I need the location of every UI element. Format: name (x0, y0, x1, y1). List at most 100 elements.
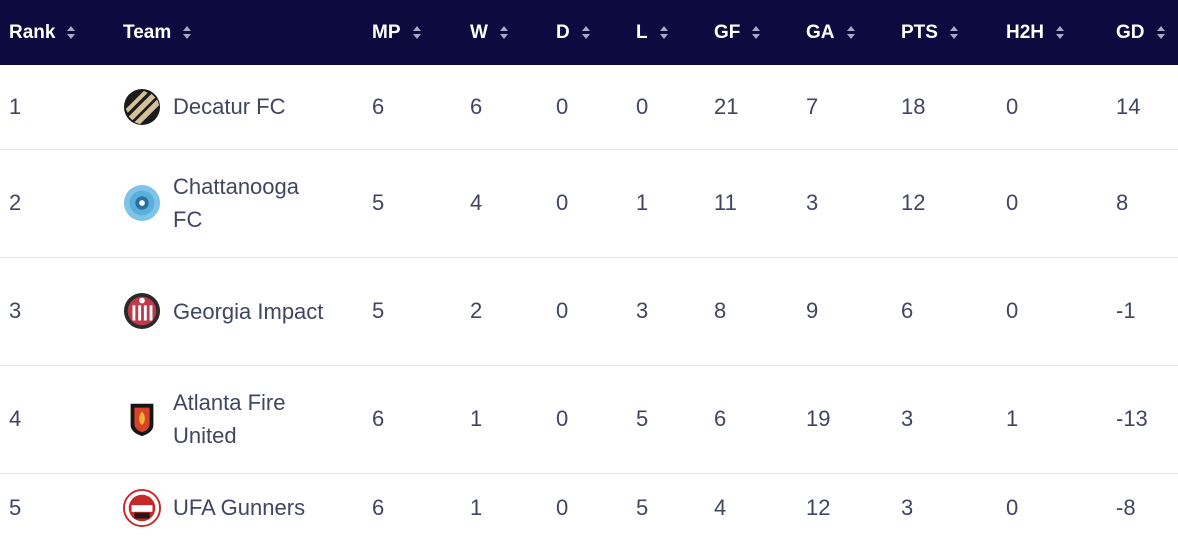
pts-cell: 3 (901, 406, 914, 431)
ufa-gunners-logo (123, 488, 161, 527)
sort-icon[interactable] (183, 26, 192, 39)
header-label: MP (372, 21, 401, 43)
rank-cell: 2 (9, 190, 22, 215)
table-row: 4 Atlanta Fire United 6 1 0 5 6 19 3 1 -… (0, 365, 1178, 473)
ga-cell: 3 (806, 190, 819, 215)
sort-icon[interactable] (499, 26, 508, 39)
sort-icon[interactable] (1156, 26, 1165, 39)
rank-cell: 1 (9, 93, 22, 119)
rank-cell: 5 (9, 494, 22, 520)
header-label: D (556, 21, 570, 43)
table-row: 2 Chattanooga FC 5 4 0 1 11 3 12 0 8 (0, 149, 1178, 257)
header-label: GF (714, 21, 741, 43)
gd-cell: 8 (1116, 190, 1129, 215)
header-h2h[interactable]: H2H (1006, 0, 1116, 65)
l-cell: 5 (636, 494, 649, 520)
header-label: GA (806, 21, 835, 43)
header-ga[interactable]: GA (806, 0, 901, 65)
sort-icon[interactable] (659, 26, 668, 39)
team-cell[interactable]: Atlanta Fire United (123, 365, 372, 473)
h2h-cell: 0 (1006, 93, 1019, 119)
sort-icon[interactable] (67, 26, 76, 39)
d-cell: 0 (556, 494, 569, 520)
header-label: W (470, 21, 488, 43)
header-pts[interactable]: PTS (901, 0, 1006, 65)
table-row: 1 Decatur FC 6 6 0 0 21 7 18 0 14 (0, 65, 1178, 149)
sort-icon[interactable] (581, 26, 590, 39)
team-name[interactable]: Atlanta Fire United (173, 390, 286, 448)
ga-cell: 7 (806, 93, 819, 119)
mp-cell: 6 (372, 406, 385, 431)
gf-cell: 6 (714, 406, 727, 431)
header-rank[interactable]: Rank (0, 0, 123, 65)
mp-cell: 6 (372, 93, 385, 119)
sort-icon[interactable] (752, 26, 761, 39)
pts-cell: 18 (901, 93, 926, 119)
team-cell[interactable]: Chattanooga FC (123, 149, 372, 257)
decatur-fc-logo (123, 88, 161, 126)
table-row: 3 Georgia Impact 5 2 0 3 8 9 6 0 -1 (0, 257, 1178, 365)
h2h-cell: 0 (1006, 494, 1019, 520)
w-cell: 4 (470, 190, 483, 215)
gd-cell: -13 (1116, 406, 1148, 431)
sort-icon[interactable] (949, 26, 958, 39)
team-name[interactable]: Chattanooga FC (173, 174, 299, 232)
header-l[interactable]: L (636, 0, 714, 65)
team-cell[interactable]: Decatur FC (123, 65, 372, 149)
gf-cell: 21 (714, 93, 739, 119)
header-label: Rank (9, 21, 56, 43)
header-label: H2H (1006, 21, 1045, 43)
chattanooga-fc-logo (123, 184, 161, 222)
ga-cell: 19 (806, 406, 831, 431)
l-cell: 3 (636, 298, 649, 323)
d-cell: 0 (556, 406, 569, 431)
d-cell: 0 (556, 298, 569, 323)
table-row: 5 UFA Gunners 6 1 0 5 4 12 3 0 -8 (0, 473, 1178, 542)
w-cell: 1 (470, 494, 483, 520)
gf-cell: 4 (714, 494, 727, 520)
sort-icon[interactable] (1056, 26, 1065, 39)
team-name[interactable]: Georgia Impact (173, 298, 324, 324)
l-cell: 1 (636, 190, 649, 215)
atlanta-fire-united-logo (123, 400, 161, 438)
sort-icon[interactable] (846, 26, 855, 39)
header-gd[interactable]: GD (1116, 0, 1178, 65)
ga-cell: 9 (806, 298, 819, 323)
h2h-cell: 0 (1006, 190, 1019, 215)
table-header-row: Rank Team MP W D L GF GA PTS H2H GD (0, 0, 1178, 65)
header-d[interactable]: D (556, 0, 636, 65)
header-w[interactable]: W (470, 0, 556, 65)
w-cell: 1 (470, 406, 483, 431)
header-label: PTS (901, 21, 938, 43)
pts-cell: 6 (901, 298, 914, 323)
w-cell: 6 (470, 93, 483, 119)
d-cell: 0 (556, 190, 569, 215)
team-name[interactable]: UFA Gunners (173, 495, 306, 521)
header-mp[interactable]: MP (372, 0, 470, 65)
header-label: L (636, 21, 648, 43)
header-label: Team (123, 21, 172, 43)
header-gf[interactable]: GF (714, 0, 806, 65)
sort-icon[interactable] (412, 26, 421, 39)
d-cell: 0 (556, 93, 569, 119)
team-name[interactable]: Decatur FC (173, 94, 286, 120)
h2h-cell: 0 (1006, 298, 1019, 323)
l-cell: 0 (636, 93, 649, 119)
pts-cell: 3 (901, 494, 914, 520)
gd-cell: 14 (1116, 93, 1141, 119)
team-cell[interactable]: Georgia Impact (123, 257, 372, 365)
mp-cell: 5 (372, 190, 385, 215)
gf-cell: 11 (714, 190, 737, 215)
gd-cell: -1 (1116, 298, 1136, 323)
header-team[interactable]: Team (123, 0, 372, 65)
gd-cell: -8 (1116, 494, 1136, 520)
georgia-impact-logo (123, 292, 161, 330)
team-cell[interactable]: UFA Gunners (123, 473, 372, 542)
mp-cell: 5 (372, 298, 385, 323)
h2h-cell: 1 (1006, 406, 1019, 431)
header-label: GD (1116, 21, 1145, 43)
pts-cell: 12 (901, 190, 926, 215)
mp-cell: 6 (372, 494, 385, 520)
rank-cell: 4 (9, 406, 22, 431)
